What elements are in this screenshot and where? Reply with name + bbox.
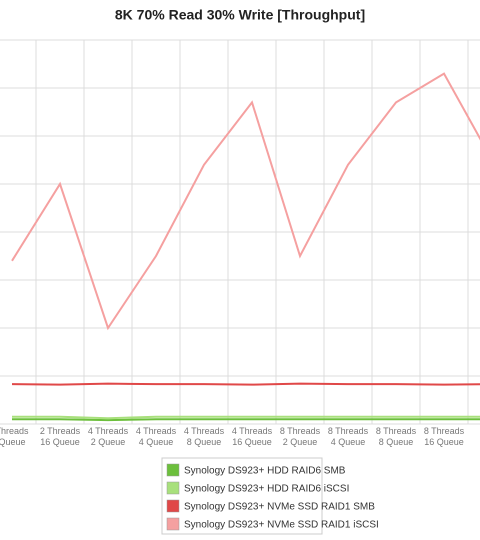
- x-tick-label-line: 8 Threads: [280, 426, 321, 436]
- x-tick-label-line: 4 Threads: [232, 426, 273, 436]
- legend-label: Synology DS923+ NVMe SSD RAID1 SMB: [184, 502, 375, 513]
- series-line: [12, 418, 480, 422]
- x-tick-label-line: 8 Queue: [187, 437, 222, 447]
- x-tick-label: 4 Threads 8 Queue: [184, 426, 225, 447]
- x-tick-label-line: 4 Threads: [184, 426, 225, 436]
- series-line: [12, 415, 480, 420]
- legend-swatch: [166, 517, 180, 531]
- x-tick-label: 8 Threads 2 Queue: [280, 426, 321, 447]
- x-tick-label-line: 8 Threads: [376, 426, 417, 436]
- x-tick-label-line: Queue: [0, 437, 26, 447]
- x-tick-label-line: 16 Queue: [232, 437, 272, 447]
- x-tick-label: 8 Threads 16 Queue: [424, 426, 465, 447]
- legend-swatch: [166, 499, 180, 513]
- x-tick-label-line: 4 Queue: [139, 437, 174, 447]
- x-tick-label-line: 16 Queue: [40, 437, 80, 447]
- x-tick-label: 8 Threads 8 Queue: [376, 426, 417, 447]
- x-tick-label-line: 8 Threads: [328, 426, 369, 436]
- legend-box: [161, 457, 323, 535]
- x-tick-label-line: 2 Queue: [283, 437, 318, 447]
- chart-title: 8K 70% Read 30% Write [Throughput]: [115, 7, 365, 23]
- x-tick-label-line: 4 Queue: [331, 437, 366, 447]
- x-tick-label: 2 Threads 16 Queue: [40, 426, 81, 447]
- x-tick-label-line: 2 Queue: [91, 437, 126, 447]
- legend-label: Synology DS923+ HDD RAID6 iSCSI: [184, 484, 349, 495]
- x-tick-label: 8 Threads 4 Queue: [328, 426, 369, 447]
- series-line: [11, 72, 480, 331]
- legend-swatch: [166, 481, 180, 495]
- legend-label: Synology DS923+ HDD RAID6 SMB: [184, 466, 346, 477]
- legend-swatch: [166, 463, 180, 477]
- x-tick-label-line: Threads: [0, 426, 29, 436]
- x-tick-label-line: 4 Threads: [88, 426, 129, 436]
- x-tick-label-line: 16 Queue: [424, 437, 464, 447]
- x-tick-label: 4 Threads 4 Queue: [136, 426, 177, 447]
- x-tick-label-line: 8 Threads: [424, 426, 465, 436]
- legend-label: Synology DS923+ NVMe SSD RAID1 iSCSI: [184, 520, 379, 531]
- x-tick-label-line: 8 Queue: [379, 437, 414, 447]
- x-tick-label-line: 4 Threads: [136, 426, 177, 436]
- x-tick-label: 4 Threads 2 Queue: [88, 426, 129, 447]
- x-tick-label-line: 2 Threads: [40, 426, 81, 436]
- x-tick-label: 4 Threads 16 Queue: [232, 426, 273, 447]
- series-line: [11, 382, 480, 386]
- x-tick-label: ThreadsQueue: [0, 426, 29, 447]
